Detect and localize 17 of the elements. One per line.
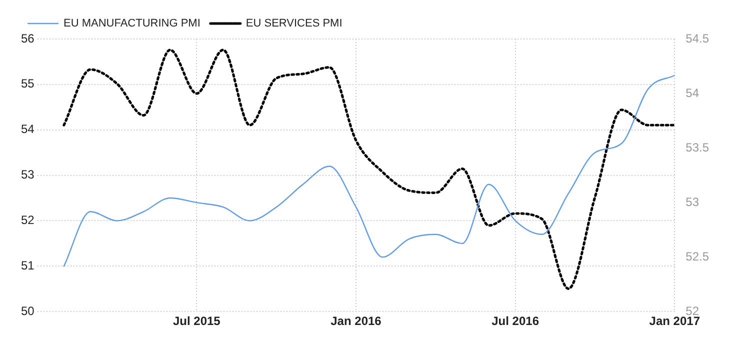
y2-tick-label: 52.5: [686, 249, 710, 264]
y2-tick-label: 53.5: [686, 140, 710, 154]
y2-tick-label: 53: [686, 194, 700, 209]
y-tick-label: 56: [20, 31, 35, 46]
legend-label: EU SERVICES PMI: [246, 18, 342, 30]
x-tick-label: Jul 2015: [172, 314, 221, 328]
y-tick-label: 55: [20, 76, 35, 91]
y-tick-label: 50: [20, 304, 35, 318]
x-tick-label: Jan 2016: [330, 314, 382, 328]
y-tick-label: 54: [20, 122, 35, 136]
y2-tick-label: 54: [686, 86, 700, 100]
x-tick-label: Jul 2016: [492, 314, 540, 328]
y2-tick-label: 54.5: [686, 31, 710, 46]
y-tick-label: 51: [20, 258, 35, 272]
y-tick-label: 53: [20, 168, 35, 182]
y-tick-label: 52: [20, 213, 35, 228]
legend-label: EU MANUFACTURING PMI: [64, 18, 200, 30]
